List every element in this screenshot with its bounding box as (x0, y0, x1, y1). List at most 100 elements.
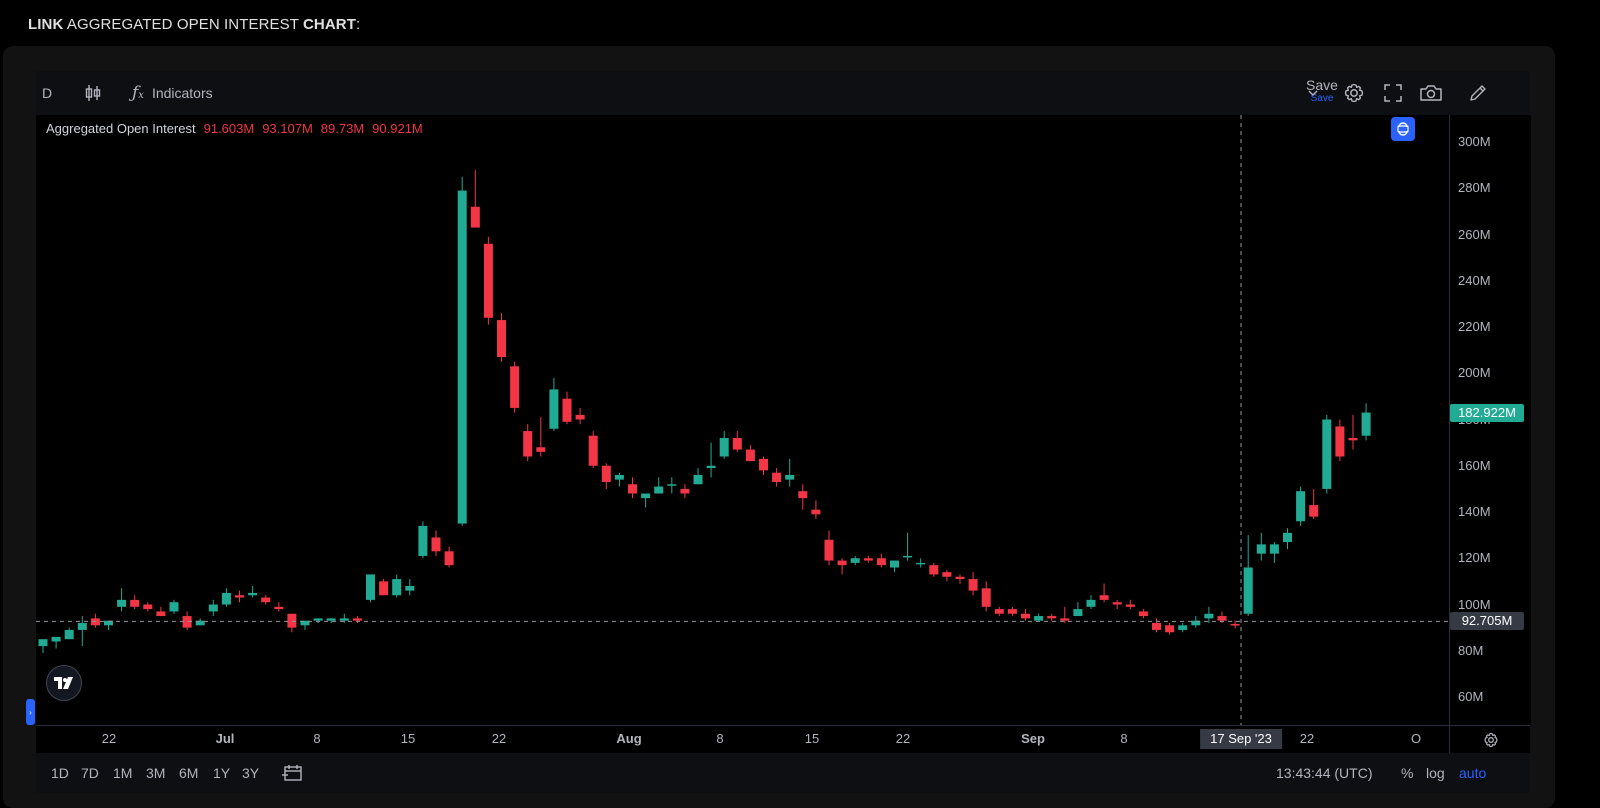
candle-body (903, 555, 913, 558)
range-3m-button[interactable]: 3M (146, 765, 166, 781)
pencil-icon[interactable] (1468, 71, 1488, 115)
candle-body (130, 599, 140, 607)
candle (575, 407, 585, 425)
range-1m-button[interactable]: 1M (113, 765, 133, 781)
candle-body (523, 431, 533, 457)
candle-body (352, 618, 362, 621)
candle (195, 618, 205, 626)
candle-body (1230, 623, 1240, 626)
candle (732, 431, 742, 452)
candle (117, 588, 127, 612)
candle-body (274, 606, 284, 610)
candle-body (1099, 595, 1109, 600)
axis-settings-gear-icon[interactable] (1449, 726, 1531, 754)
save-button[interactable]: Save Save (1282, 77, 1362, 105)
candle-body (850, 558, 860, 563)
left-panel-handle[interactable]: › (26, 699, 35, 725)
candle (1125, 599, 1135, 610)
candle-body (890, 560, 899, 568)
time-tick-label: 15 (400, 731, 416, 746)
candle-body (536, 447, 546, 452)
candle-body (562, 398, 572, 422)
candle (1309, 488, 1319, 519)
candle (850, 555, 860, 566)
candle (392, 574, 402, 598)
legend-close: 90.921M (372, 121, 423, 136)
range-3y-button[interactable]: 3Y (242, 765, 260, 781)
time-axis[interactable]: 22 Jul 8 15 22 Aug 8 15 22 Sep 8 17 Sep '23 22 O (36, 725, 1530, 754)
candle-body (588, 435, 598, 466)
calendar-icon[interactable] (282, 753, 304, 793)
candle-body (811, 509, 821, 515)
time-tick-label: O (1410, 731, 1422, 746)
candlestick-chart[interactable] (36, 115, 1449, 725)
candle (693, 468, 703, 485)
candle (1086, 595, 1096, 610)
price-tick-label: 160M (1458, 457, 1491, 473)
candle-body (1178, 625, 1188, 630)
crosshair-time-label: 17 Sep '23 (1200, 729, 1282, 749)
candle (863, 555, 873, 563)
indicators-label: Indicators (151, 85, 213, 101)
save-dropdown-chevron-icon[interactable] (1308, 71, 1318, 115)
reset-icon[interactable] (1391, 117, 1415, 141)
fx-icon: ƒx (132, 83, 144, 103)
candle-body (457, 190, 467, 524)
candle-body (470, 206, 480, 228)
log-scale-button[interactable]: log (1426, 765, 1445, 781)
chart-widget: D ƒx Indicators Save Save Aggre (26, 71, 1531, 793)
candle (1138, 609, 1148, 619)
candle (1021, 609, 1030, 621)
candle (64, 627, 74, 640)
candle-body (51, 636, 61, 642)
auto-scale-button[interactable]: auto (1459, 765, 1487, 781)
legend-series-name: Aggregated Open Interest (46, 121, 196, 136)
candle-body (772, 472, 782, 482)
candle (352, 616, 362, 623)
interval-label: D (42, 85, 53, 101)
candle (510, 361, 520, 413)
price-tick-label: 220M (1458, 319, 1491, 334)
candle (90, 613, 100, 628)
interval-button[interactable]: D (42, 71, 52, 115)
fullscreen-icon[interactable] (1383, 71, 1403, 115)
candle-body (575, 414, 585, 420)
percent-scale-button[interactable]: % (1401, 765, 1414, 781)
candle (654, 477, 664, 494)
candle-body (837, 560, 847, 566)
time-tick-label: 8 (716, 731, 724, 746)
price-axis[interactable]: 300M280M260M240M220M200M180M160M140M120M… (1449, 115, 1531, 725)
candle-body (798, 491, 808, 499)
candle-body (549, 389, 559, 429)
candle-body (1047, 616, 1057, 619)
range-6m-button[interactable]: 6M (179, 765, 199, 781)
range-1y-button[interactable]: 1Y (213, 765, 231, 781)
range-7d-button[interactable]: 7D (81, 765, 99, 781)
range-1d-button[interactable]: 1D (51, 765, 69, 781)
candle (1007, 606, 1017, 617)
camera-icon[interactable] (1419, 71, 1443, 115)
candle-body (221, 592, 231, 605)
candle (182, 611, 192, 630)
candle-body (392, 579, 402, 596)
candle (614, 472, 624, 487)
candle (667, 477, 677, 494)
candle (169, 599, 179, 614)
candle-body (942, 572, 952, 577)
candle (628, 477, 637, 499)
price-tick-label: 140M (1458, 504, 1491, 519)
tradingview-logo[interactable] (46, 665, 82, 701)
utc-clock[interactable]: 13:43:44 (UTC) (1276, 765, 1373, 781)
gear-icon[interactable] (1343, 71, 1365, 115)
chart-pane[interactable]: Aggregated Open Interest 91.603M 93.107M… (36, 115, 1449, 725)
candle (235, 590, 244, 603)
candle-body (706, 465, 716, 469)
candle-body (1073, 609, 1083, 617)
time-tick-label: 22 (101, 731, 117, 746)
candles-icon[interactable] (84, 71, 102, 115)
candle (143, 602, 153, 612)
candle-body (863, 558, 873, 561)
candle (1322, 414, 1332, 494)
indicators-button[interactable]: ƒx Indicators (132, 71, 213, 115)
candle-body (510, 366, 520, 408)
